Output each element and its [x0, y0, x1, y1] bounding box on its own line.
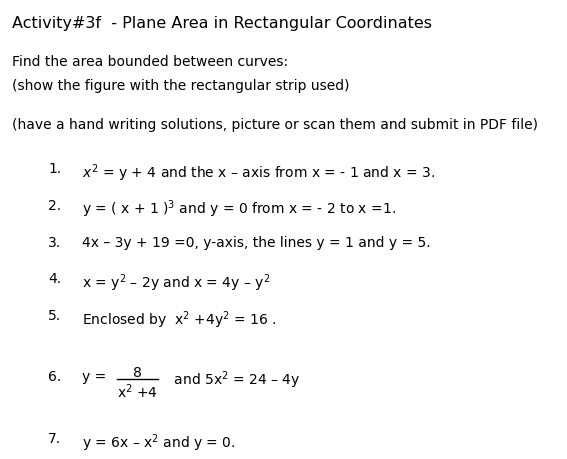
Text: x = y$^2$ – 2y and x = 4y – y$^2$: x = y$^2$ – 2y and x = 4y – y$^2$ [82, 272, 270, 293]
Text: and 5x$^2$ = 24 – 4y: and 5x$^2$ = 24 – 4y [165, 369, 301, 391]
Text: y =: y = [82, 369, 111, 383]
Text: 4x – 3y + 19 =0, y-axis, the lines y = 1 and y = 5.: 4x – 3y + 19 =0, y-axis, the lines y = 1… [82, 235, 431, 249]
Text: 7.: 7. [48, 431, 61, 445]
Text: 4.: 4. [48, 272, 61, 285]
Text: 6.: 6. [48, 369, 61, 383]
Text: x$^2$ +4: x$^2$ +4 [117, 382, 158, 400]
Text: Activity#3f  - Plane Area in Rectangular Coordinates: Activity#3f - Plane Area in Rectangular … [12, 16, 433, 31]
Text: 8: 8 [133, 365, 142, 379]
Text: Enclosed by  x$^2$ +4y$^2$ = 16 .: Enclosed by x$^2$ +4y$^2$ = 16 . [82, 308, 277, 330]
Text: (show the figure with the rectangular strip used): (show the figure with the rectangular st… [12, 79, 350, 93]
Text: Find the area bounded between curves:: Find the area bounded between curves: [12, 55, 289, 69]
Text: (have a hand writing solutions, picture or scan them and submit in PDF file): (have a hand writing solutions, picture … [12, 118, 539, 132]
Text: $x^2$ = y + 4 and the x – axis from x = - 1 and x = 3.: $x^2$ = y + 4 and the x – axis from x = … [82, 162, 435, 183]
Text: y = ( x + 1 )$^3$ and y = 0 from x = - 2 to x =1.: y = ( x + 1 )$^3$ and y = 0 from x = - 2… [82, 198, 396, 220]
Text: 3.: 3. [48, 235, 61, 249]
Text: 5.: 5. [48, 308, 61, 322]
Text: 1.: 1. [48, 162, 61, 175]
Text: y = 6x – x$^2$ and y = 0.: y = 6x – x$^2$ and y = 0. [82, 431, 236, 453]
Text: 2.: 2. [48, 198, 61, 212]
